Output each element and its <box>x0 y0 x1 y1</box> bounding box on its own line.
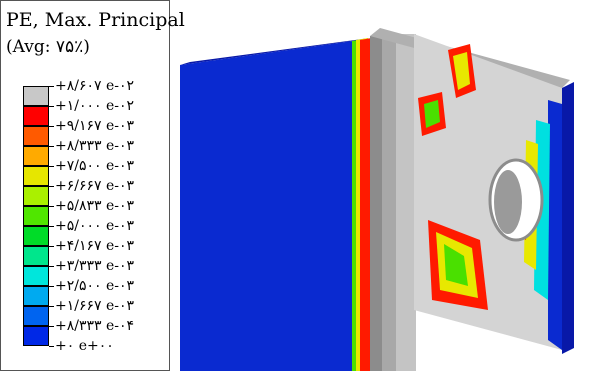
legend-tick-mark <box>49 126 54 127</box>
legend-tick-mark <box>49 306 54 307</box>
bend-gray-light <box>396 34 416 371</box>
legend-tick-label: +۴/۱۶۷ e-۰۳ <box>55 238 135 254</box>
legend-tick-mark <box>49 146 54 147</box>
fea-model-view <box>180 28 574 371</box>
legend-swatch <box>23 166 49 186</box>
legend-tick-mark <box>49 206 54 207</box>
legend-tick-label: +۲/۵۰۰ e-۰۳ <box>55 278 135 294</box>
left-flange-top <box>180 38 370 65</box>
bolt-hole-inner <box>494 170 522 234</box>
legend-tick-mark <box>49 86 54 87</box>
legend-tick-mark <box>49 286 54 287</box>
legend-swatch <box>23 226 49 246</box>
hotspot-mid-yellow <box>424 100 440 128</box>
legend-tick-label: +۸/۶۰۷ e-۰۲ <box>55 78 135 94</box>
legend-swatch <box>23 206 49 226</box>
legend-tick-mark <box>49 326 54 327</box>
legend-tick-label: +۸/۳۳۳ e-۰۳ <box>55 138 135 154</box>
legend-tick-label: +۱/۶۶۷ e-۰۳ <box>55 298 135 314</box>
legend-title: PE, Max. Principal <box>6 9 185 31</box>
legend-tick-label: +۷/۵۰۰ e-۰۳ <box>55 158 135 174</box>
legend-averaging: (Avg: ۷۵٪) <box>6 37 90 57</box>
right-edge-blue <box>548 100 562 350</box>
legend-tick-mark <box>49 166 54 167</box>
legend-swatch <box>23 146 49 166</box>
legend-tick-label: +۵/۸۳۳ e-۰۳ <box>55 198 135 214</box>
legend-swatch <box>23 246 49 266</box>
bend-gray-mid <box>382 34 398 371</box>
bend-gray-dark <box>370 36 384 371</box>
legend-swatch <box>23 306 49 326</box>
legend-tick-label: +۱/۰۰۰ e-۰۲ <box>55 98 135 114</box>
legend-tick-label: +۸/۳۳۳ e-۰۴ <box>55 318 135 334</box>
left-flange-face <box>180 40 360 371</box>
legend-swatch <box>23 326 49 346</box>
legend-tick-mark <box>49 186 54 187</box>
bend-red <box>360 38 372 371</box>
legend-swatch <box>23 86 49 106</box>
legend-swatch <box>23 186 49 206</box>
legend-tick-mark <box>49 246 54 247</box>
legend-swatch <box>23 286 49 306</box>
legend-swatch <box>23 266 49 286</box>
legend-tick-label: +۶/۶۶۷ e-۰۳ <box>55 178 135 194</box>
legend-swatch <box>23 106 49 126</box>
hotspot-top-yellow <box>453 52 470 90</box>
right-plate-side <box>562 82 574 354</box>
legend-tick-mark <box>49 226 54 227</box>
legend-tick-label: +۵/۰۰۰ e-۰۳ <box>55 218 135 234</box>
legend-tick-mark <box>49 106 54 107</box>
legend-tick-mark <box>49 266 54 267</box>
legend-swatch <box>23 126 49 146</box>
legend-tick-label: +۹/۱۶۷ e-۰۳ <box>55 118 135 134</box>
legend-color-bar <box>23 86 49 362</box>
contour-legend: PE, Max. Principal (Avg: ۷۵٪) +۸/۶۰۷ e-۰… <box>0 0 185 371</box>
legend-tick-mark <box>49 346 54 347</box>
hotspot-bottom-green <box>444 244 468 286</box>
legend-tick-label: +۰ e+۰۰ <box>55 338 114 354</box>
legend-tick-label: +۳/۳۳۳ e-۰۳ <box>55 258 135 274</box>
